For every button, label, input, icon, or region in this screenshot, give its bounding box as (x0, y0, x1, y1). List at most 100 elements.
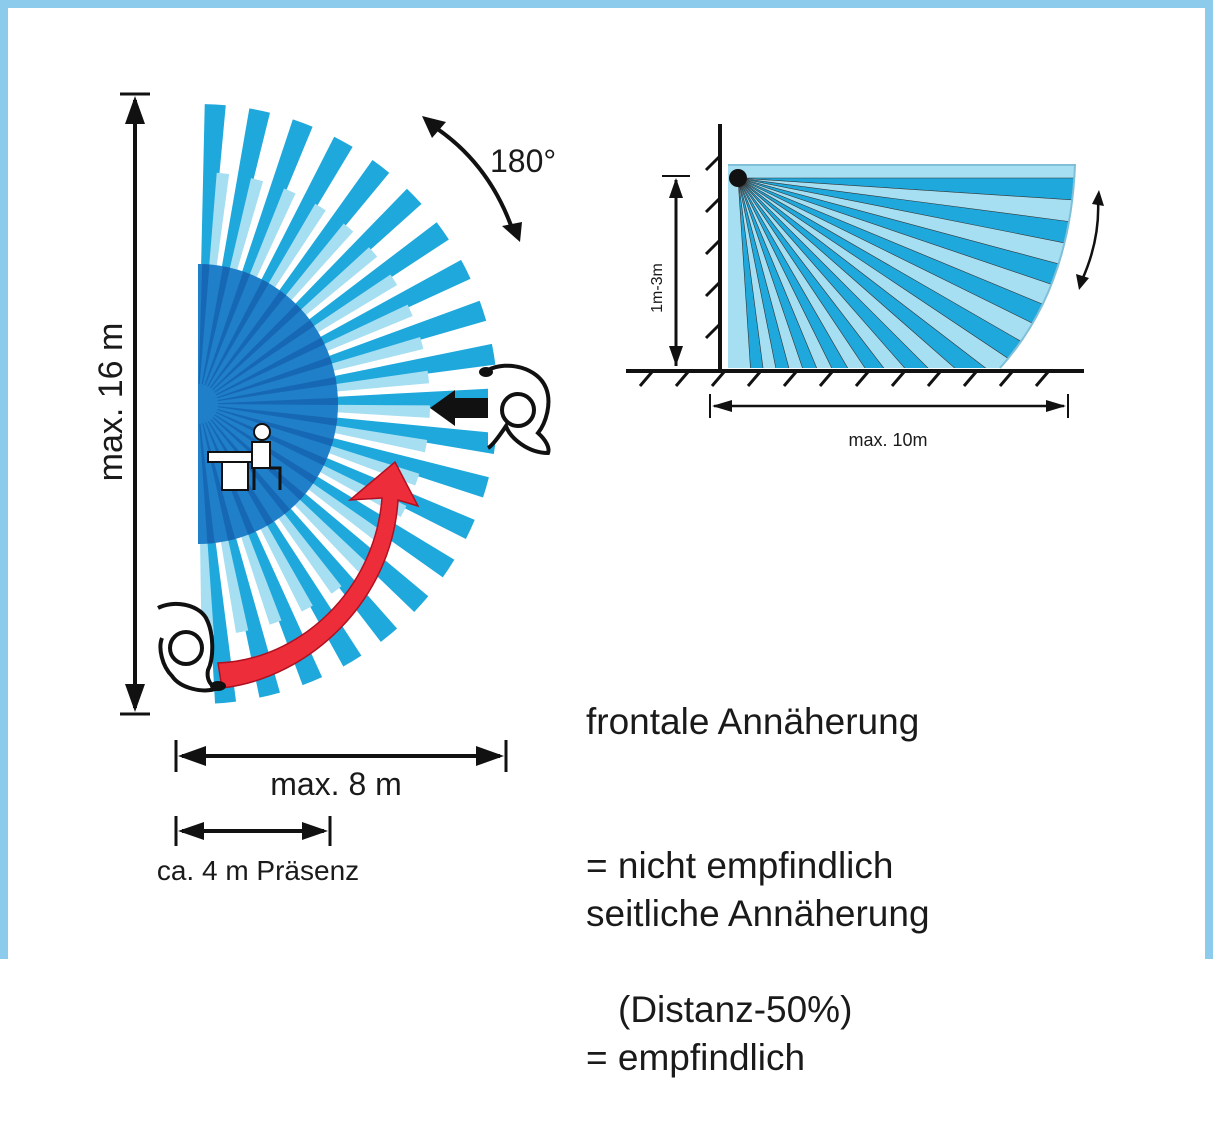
core-beam (217, 406, 338, 426)
presence-label: ca. 4 m Präsenz (157, 855, 359, 886)
side-beam (737, 177, 938, 368)
floor-hatch (890, 371, 906, 387)
side-beam (737, 177, 1075, 368)
core-beam (210, 419, 291, 515)
side-beam (737, 177, 1075, 368)
frontal-note-line1: frontale Annäherung (586, 701, 920, 742)
core-beam (217, 376, 337, 402)
side-beam (737, 177, 807, 368)
core-beam (209, 290, 287, 389)
core-beam (214, 320, 315, 393)
presence-dimension-line (174, 816, 332, 846)
fan-beam-light (305, 274, 398, 338)
fan-beam-outer (320, 300, 487, 368)
core-beam (215, 411, 327, 466)
core-beam (207, 279, 269, 387)
sensor-icon (729, 169, 747, 187)
lateral-approach-arrow (217, 460, 420, 689)
walking-person-icon-left (157, 601, 226, 693)
core-beam (215, 337, 325, 396)
core-beam (216, 356, 333, 399)
fan-beam-outer (239, 119, 313, 284)
fan-beam-outer (321, 435, 489, 498)
tilt-arrow (1076, 190, 1104, 290)
rotation-angle-arrow (422, 116, 522, 242)
angle-label: 180° (490, 143, 556, 179)
fan-beam-light (272, 506, 342, 594)
floor-hatch (926, 371, 942, 387)
walking-person-icon-right (479, 363, 551, 456)
floor-hatch (782, 371, 798, 387)
fan-beam-light (263, 203, 326, 296)
floor-hatch (818, 371, 834, 387)
core-beam (217, 409, 334, 447)
fan-beam-outer (325, 343, 496, 387)
side-beam (737, 177, 1075, 346)
range-label: max. 10m (848, 430, 927, 450)
fan-beam-light (199, 533, 214, 636)
side-beam (737, 177, 1075, 213)
fan-beam-outer (257, 136, 353, 293)
side-beam (737, 177, 1055, 368)
lateral-note-line2: = empfindlich (586, 1037, 806, 1078)
frontal-note-line2: = nicht empfindlich (586, 845, 894, 886)
floor-hatch (854, 371, 870, 387)
fan-beam-outer (288, 188, 422, 318)
floor-hatch (746, 371, 762, 387)
fan-beam-light (256, 516, 313, 612)
fan-beam-light (279, 223, 354, 308)
fan-beam-outer (301, 222, 449, 333)
lateral-note-line1: seitliche Annäherung (586, 893, 930, 934)
core-beam (199, 423, 215, 544)
floor-hatch (638, 371, 654, 387)
detection-diagram: max. 16 m 180° max. 8 m ca. 4 m Präsenz (92, 92, 1104, 886)
core-beam (204, 271, 251, 386)
fan-beam-light (238, 525, 282, 625)
diagram-frame (0, 0, 1213, 959)
fan-beam-light (208, 172, 230, 276)
floor-hatch (710, 371, 726, 387)
core-beam (217, 397, 339, 406)
frontal-approach-arrow (430, 390, 498, 426)
floor-hatch (674, 371, 690, 387)
floor-hatch (962, 371, 978, 387)
fan-beam-outer (200, 104, 226, 275)
floor-hatch (1034, 371, 1050, 387)
fan-beam-light (219, 530, 249, 633)
side-beam (737, 177, 1075, 280)
height-label: max. 16 m (92, 323, 130, 482)
fan-beam-light (327, 404, 430, 418)
fan-beam-light (287, 492, 368, 572)
fan-beam-outer (326, 416, 497, 455)
core-beam (212, 304, 302, 391)
floor-hatch (998, 371, 1014, 387)
desk-person-icon (207, 423, 282, 491)
height-dimension-line (120, 92, 150, 716)
fan-beam-light (326, 370, 430, 393)
side-beam (737, 177, 1075, 368)
side-view-detection-zone (728, 164, 1077, 369)
lateral-approach-note: seitliche Annäherung = empfindlich (586, 794, 930, 1130)
fan-beam-outer (273, 159, 390, 304)
fan-beam-light (315, 304, 413, 355)
core-beam (198, 264, 210, 385)
width-label: max. 8 m (270, 766, 402, 802)
fan-beam-light (325, 424, 428, 453)
fan-beam-outer (291, 487, 429, 612)
core-beam (201, 266, 231, 385)
side-beam (737, 177, 873, 368)
fan-beam-outer (220, 108, 270, 278)
fan-beam-light (293, 247, 378, 322)
fan-beam-light (227, 178, 264, 280)
fan-beam-light (300, 477, 389, 546)
mount-height-dimension-line (662, 175, 690, 366)
fan-beam-light (246, 188, 296, 287)
fan-beam-light (322, 336, 424, 374)
range-dimension-line (709, 394, 1069, 418)
fan-beam-outer (277, 501, 398, 642)
mount-height-label: 1m-3m (649, 263, 666, 313)
width-dimension-line (174, 740, 508, 772)
side-beam (737, 177, 1075, 368)
wall-line (704, 124, 722, 372)
floor-line (626, 369, 1084, 387)
